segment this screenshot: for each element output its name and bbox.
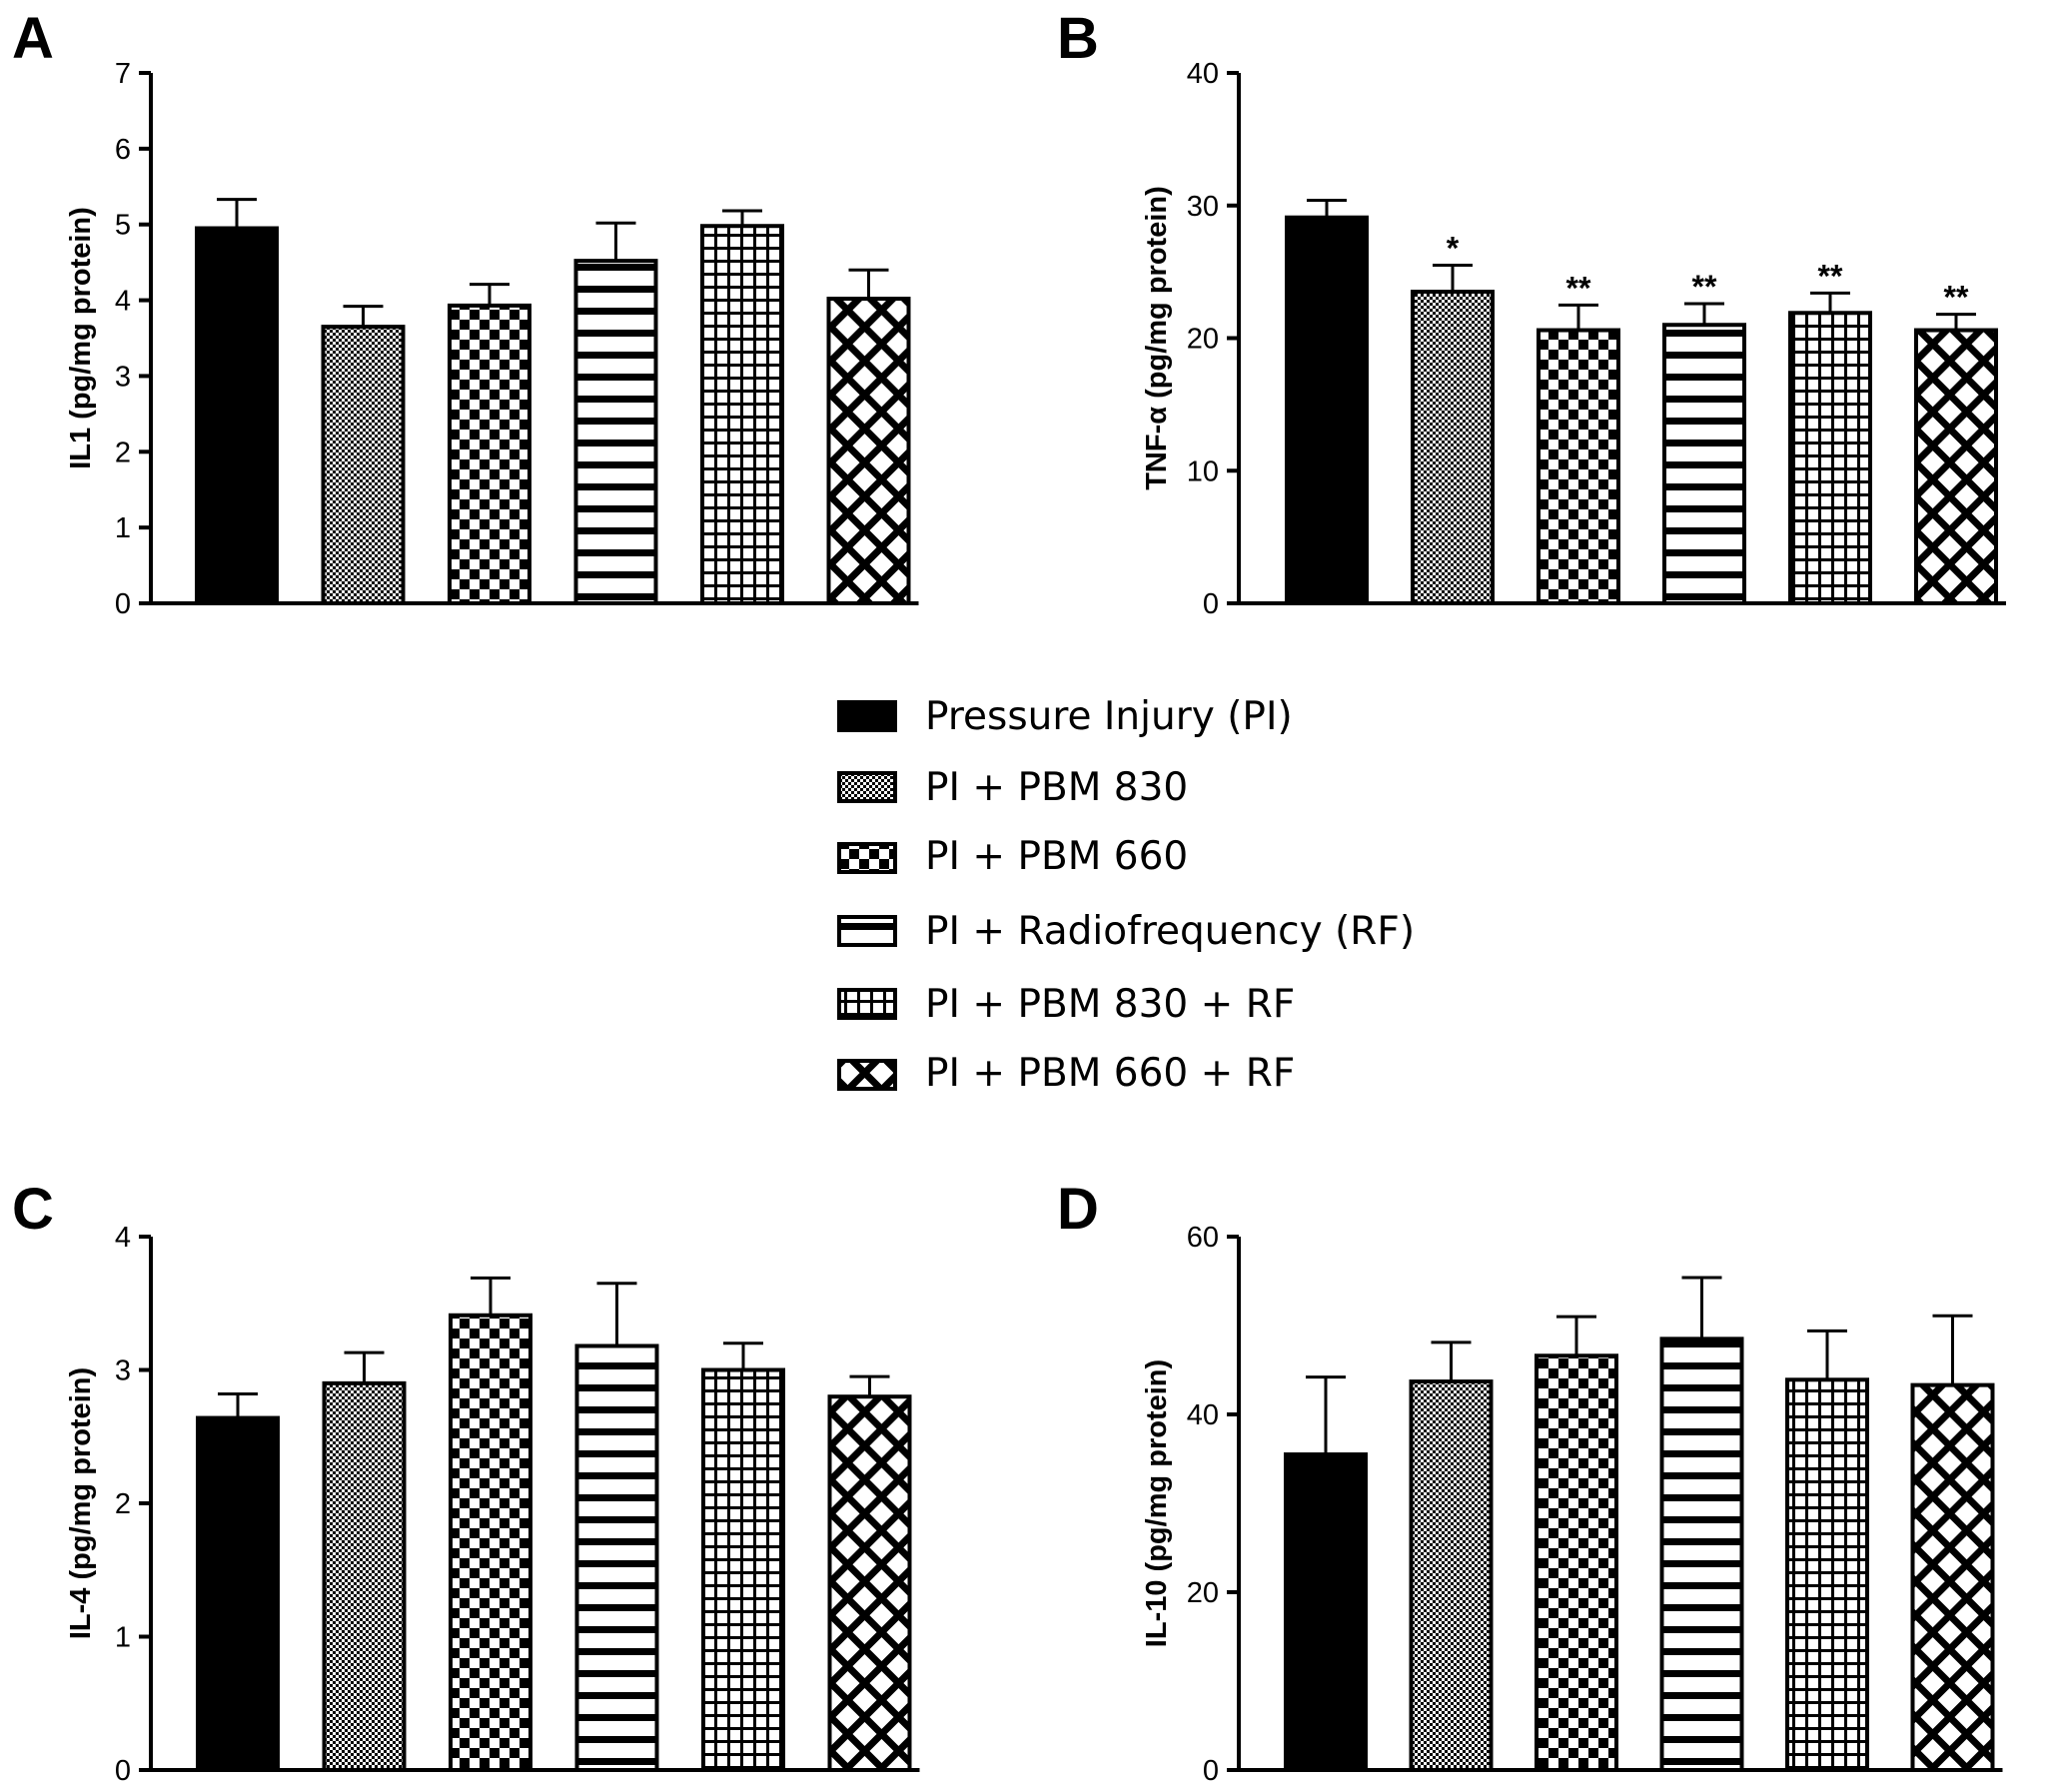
- significance-label: **: [1944, 280, 1969, 316]
- y-tick-label: 1: [115, 1622, 131, 1654]
- bar: [574, 1344, 659, 1772]
- legend-item: PI + PBM 830 + RF: [837, 982, 1295, 1027]
- y-tick-label: 1: [115, 512, 131, 544]
- bar: [1537, 328, 1620, 605]
- bar: [322, 1380, 407, 1772]
- y-tick-label: 10: [1187, 455, 1219, 487]
- legend-label: PI + PBM 830 + RF: [925, 982, 1295, 1027]
- bar: [448, 303, 531, 605]
- panel-letter: C: [12, 1177, 54, 1242]
- legend-swatch-diamond: [837, 1059, 897, 1091]
- bar: [1662, 323, 1746, 605]
- legend-swatch-grid: [837, 988, 897, 1020]
- bar: [1284, 1452, 1368, 1773]
- bar: [1785, 1377, 1869, 1773]
- panel-letter: B: [1057, 6, 1099, 71]
- y-tick-label: 4: [115, 286, 131, 318]
- panel-letter: A: [12, 6, 54, 71]
- bar: [196, 1415, 280, 1773]
- legend-item: PI + Radiofrequency (RF): [837, 909, 1415, 954]
- y-tick-label: 60: [1187, 1222, 1219, 1254]
- legend-swatch-checker: [837, 842, 897, 874]
- legend-label: PI + PBM 660: [925, 834, 1188, 879]
- legend-item: PI + PBM 830: [837, 765, 1188, 810]
- chart-panel-c: C IL-4 (pg/mg protein) 0 1 2 3 4: [12, 1177, 920, 1787]
- y-tick-label: 3: [115, 361, 131, 393]
- bar: [1910, 1382, 1995, 1772]
- y-tick-label: 3: [115, 1355, 131, 1387]
- y-tick-label: 5: [115, 210, 131, 242]
- legend-item: Pressure Injury (PI): [837, 694, 1293, 739]
- bar: [1788, 311, 1872, 605]
- y-tick-label: 20: [1187, 1577, 1219, 1609]
- y-tick-label: 20: [1187, 324, 1219, 356]
- y-axis-title: IL1 (pg/mg protein): [65, 207, 97, 469]
- bar: [700, 224, 784, 606]
- y-axis-title: IL-4 (pg/mg protein): [65, 1367, 97, 1639]
- bar: [1659, 1337, 1744, 1772]
- bar: [321, 325, 406, 605]
- legend-label: PI + PBM 660 + RF: [925, 1051, 1295, 1096]
- y-tick-label: 4: [115, 1222, 131, 1254]
- bar: [827, 1394, 912, 1772]
- legend-swatch-solid: [837, 700, 897, 732]
- bar: [1285, 215, 1369, 605]
- y-axis-title: IL-10 (pg/mg protein): [1141, 1359, 1173, 1647]
- y-axis-title: TNF-α (pg/mg protein): [1141, 186, 1173, 490]
- legend-item: PI + PBM 660: [837, 834, 1188, 879]
- bar: [701, 1367, 785, 1772]
- chart-panel-a: A IL1 (pg/mg protein) 0 1 2 3 4 5 6 7: [12, 6, 919, 620]
- bar: [573, 259, 658, 605]
- legend-label: Pressure Injury (PI): [925, 694, 1293, 739]
- bar: [1914, 328, 1998, 605]
- significance-label: *: [1447, 230, 1460, 266]
- y-tick-label: 6: [115, 134, 131, 166]
- y-tick-label: 0: [1203, 588, 1219, 620]
- y-tick-label: 7: [115, 58, 131, 90]
- legend-item: PI + PBM 660 + RF: [837, 1051, 1295, 1096]
- y-tick-label: 2: [115, 437, 131, 468]
- y-tick-label: 2: [115, 1488, 131, 1520]
- y-tick-label: 0: [115, 588, 131, 620]
- y-tick-label: 30: [1187, 191, 1219, 223]
- bar: [449, 1313, 532, 1772]
- significance-label: **: [1566, 270, 1591, 306]
- y-tick-label: 40: [1187, 1399, 1219, 1431]
- bar: [1535, 1353, 1618, 1772]
- y-tick-label: 0: [1203, 1755, 1219, 1787]
- legend-swatch-hstripe: [837, 915, 897, 947]
- chart-panel-d: D IL-10 (pg/mg protein) 0 20 40 60: [1057, 1177, 2003, 1787]
- significance-label: **: [1818, 258, 1843, 294]
- legend-label: PI + PBM 830: [925, 765, 1188, 810]
- significance-label: **: [1692, 269, 1717, 305]
- legend-label: PI + Radiofrequency (RF): [925, 909, 1415, 954]
- bar: [195, 226, 279, 605]
- y-tick-label: 0: [115, 1755, 131, 1787]
- legend-swatch-fine-check: [837, 771, 897, 803]
- bar: [826, 297, 911, 605]
- panel-letter: D: [1057, 1177, 1099, 1242]
- legend: Pressure Injury (PI) PI + PBM 830 PI + P…: [837, 694, 1415, 1096]
- y-tick-label: 40: [1187, 58, 1219, 90]
- bar: [1409, 1379, 1494, 1772]
- bar: [1411, 290, 1495, 605]
